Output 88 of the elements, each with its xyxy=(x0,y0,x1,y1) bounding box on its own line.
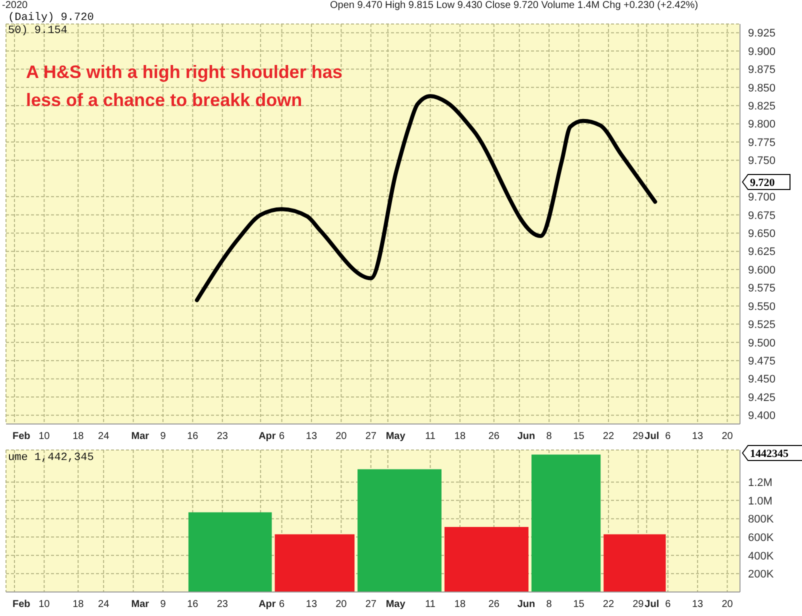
x-tick-label: 11 xyxy=(425,431,436,442)
y-tick-label: 9.800 xyxy=(748,118,776,131)
x-tick-label: May xyxy=(386,599,406,610)
y-tick-label: 9.575 xyxy=(748,282,776,295)
x-tick-label: 16 xyxy=(187,599,199,610)
x-tick-label: 26 xyxy=(488,431,500,442)
y-tick-label: 9.500 xyxy=(748,337,776,350)
x-tick-label: Apr xyxy=(258,431,276,442)
x-tick-label: 24 xyxy=(98,599,110,610)
x-tick-label: 18 xyxy=(454,599,466,610)
y-tick-label: 9.425 xyxy=(748,392,776,404)
y-tick-label: 9.675 xyxy=(748,210,776,222)
x-tick-label: 15 xyxy=(573,431,585,442)
x-tick-label: 10 xyxy=(38,599,50,610)
x-tick-label: 23 xyxy=(216,431,228,442)
x-tick-label: 27 xyxy=(365,599,377,610)
chart-title: ume 1,442,345 xyxy=(8,452,94,464)
y-tick-label: 9.775 xyxy=(748,136,776,149)
x-tick-label: 20 xyxy=(722,431,734,442)
x-tick-label: 13 xyxy=(306,431,318,442)
y-tick-label: 9.450 xyxy=(748,374,776,386)
x-tick-label: 16 xyxy=(187,431,199,442)
x-tick-label: 27 xyxy=(365,431,377,442)
y-tick-label: 800K xyxy=(748,514,774,526)
chart-subtitle: 50) 9.154 xyxy=(8,25,68,37)
x-tick-label: 15 xyxy=(573,599,585,610)
text: -2020 xyxy=(2,0,28,11)
y-tick-label: 9.600 xyxy=(748,264,776,276)
x-tick-label: 13 xyxy=(306,599,318,610)
y-tick-label: 9.850 xyxy=(748,82,776,94)
x-tick-label: 8 xyxy=(546,599,552,610)
y-tick-label: 9.875 xyxy=(748,64,776,76)
y-tick-label: 9.525 xyxy=(748,319,776,332)
y-tick-label: 200K xyxy=(748,568,774,581)
y-tick-label: 600K xyxy=(748,532,774,544)
x-tick-label: 9 xyxy=(160,599,166,610)
x-tick-label: 22 xyxy=(602,599,614,610)
x-tick-label: 22 xyxy=(602,431,614,442)
y-tick-label: 9.900 xyxy=(748,46,776,58)
x-tick-label: May xyxy=(386,431,406,442)
x-tick-label: Jun xyxy=(517,599,536,610)
y-tick-label: 9.700 xyxy=(748,192,776,204)
y-tick-label: 9.825 xyxy=(748,100,776,113)
x-tick-label: 26 xyxy=(488,599,500,610)
x-tick-label: Feb xyxy=(12,599,30,610)
x-tick-label: Jun xyxy=(517,431,536,442)
x-tick-label: 18 xyxy=(72,431,84,442)
y-tick-label: 400K xyxy=(748,550,774,562)
x-tick-label: Feb xyxy=(12,431,30,442)
x-tick-label: Mar xyxy=(131,431,150,442)
x-tick-label: 20 xyxy=(336,599,348,610)
x-tick-label: 18 xyxy=(454,431,466,442)
y-tick-label: 9.925 xyxy=(748,28,776,40)
x-tick-label: 6 xyxy=(665,431,672,442)
y-tick-label: 1.0M xyxy=(748,495,772,508)
x-tick-label: Jul xyxy=(644,431,660,442)
x-tick-label: 6 xyxy=(279,599,285,610)
x-tick-label: 13 xyxy=(692,599,704,610)
y-tick-label: 9.400 xyxy=(748,410,776,422)
x-tick-label: 18 xyxy=(72,599,84,610)
y-tick-label: 9.550 xyxy=(748,300,776,313)
x-tick-label: Jul xyxy=(644,599,660,610)
x-tick-label: 24 xyxy=(98,431,110,442)
x-tick-label: 23 xyxy=(216,599,228,610)
x-tick-label: 6 xyxy=(279,431,285,442)
x-tick-label: Apr xyxy=(258,599,276,610)
line-series xyxy=(194,94,658,302)
y-tick-label: 9.475 xyxy=(748,356,776,368)
y-tick-label: 9.625 xyxy=(748,246,776,258)
y-tick-label: 9.650 xyxy=(748,228,776,240)
x-tick-label: 13 xyxy=(692,431,704,442)
annotation: A H&S with a high right shoulder has less of a chance to breakk down xyxy=(26,61,344,112)
text: 1442345 xyxy=(750,448,789,460)
x-tick-label: Mar xyxy=(131,599,150,610)
x-tick-label: 20 xyxy=(722,599,734,610)
x-tick-label: 29 xyxy=(632,431,644,442)
text: Open 9.470 High 9.815 Low 9.430 Close 9.720 Volume 1.4M Chg +0.230 (+2.42%) xyxy=(330,0,698,11)
x-tick-label: 6 xyxy=(665,599,672,610)
x-tick-label: 20 xyxy=(336,431,348,442)
chart-title: (Daily) 9.720 xyxy=(8,12,94,24)
y-tick-label: 9.750 xyxy=(748,155,776,168)
x-tick-label: 11 xyxy=(425,599,436,610)
text: 9.720 xyxy=(750,177,776,189)
y-tick-label: 1.2M xyxy=(748,476,772,489)
x-tick-label: 10 xyxy=(38,431,50,442)
x-tick-label: 9 xyxy=(160,431,166,442)
x-tick-label: 29 xyxy=(632,599,644,610)
x-tick-label: 8 xyxy=(546,431,552,442)
